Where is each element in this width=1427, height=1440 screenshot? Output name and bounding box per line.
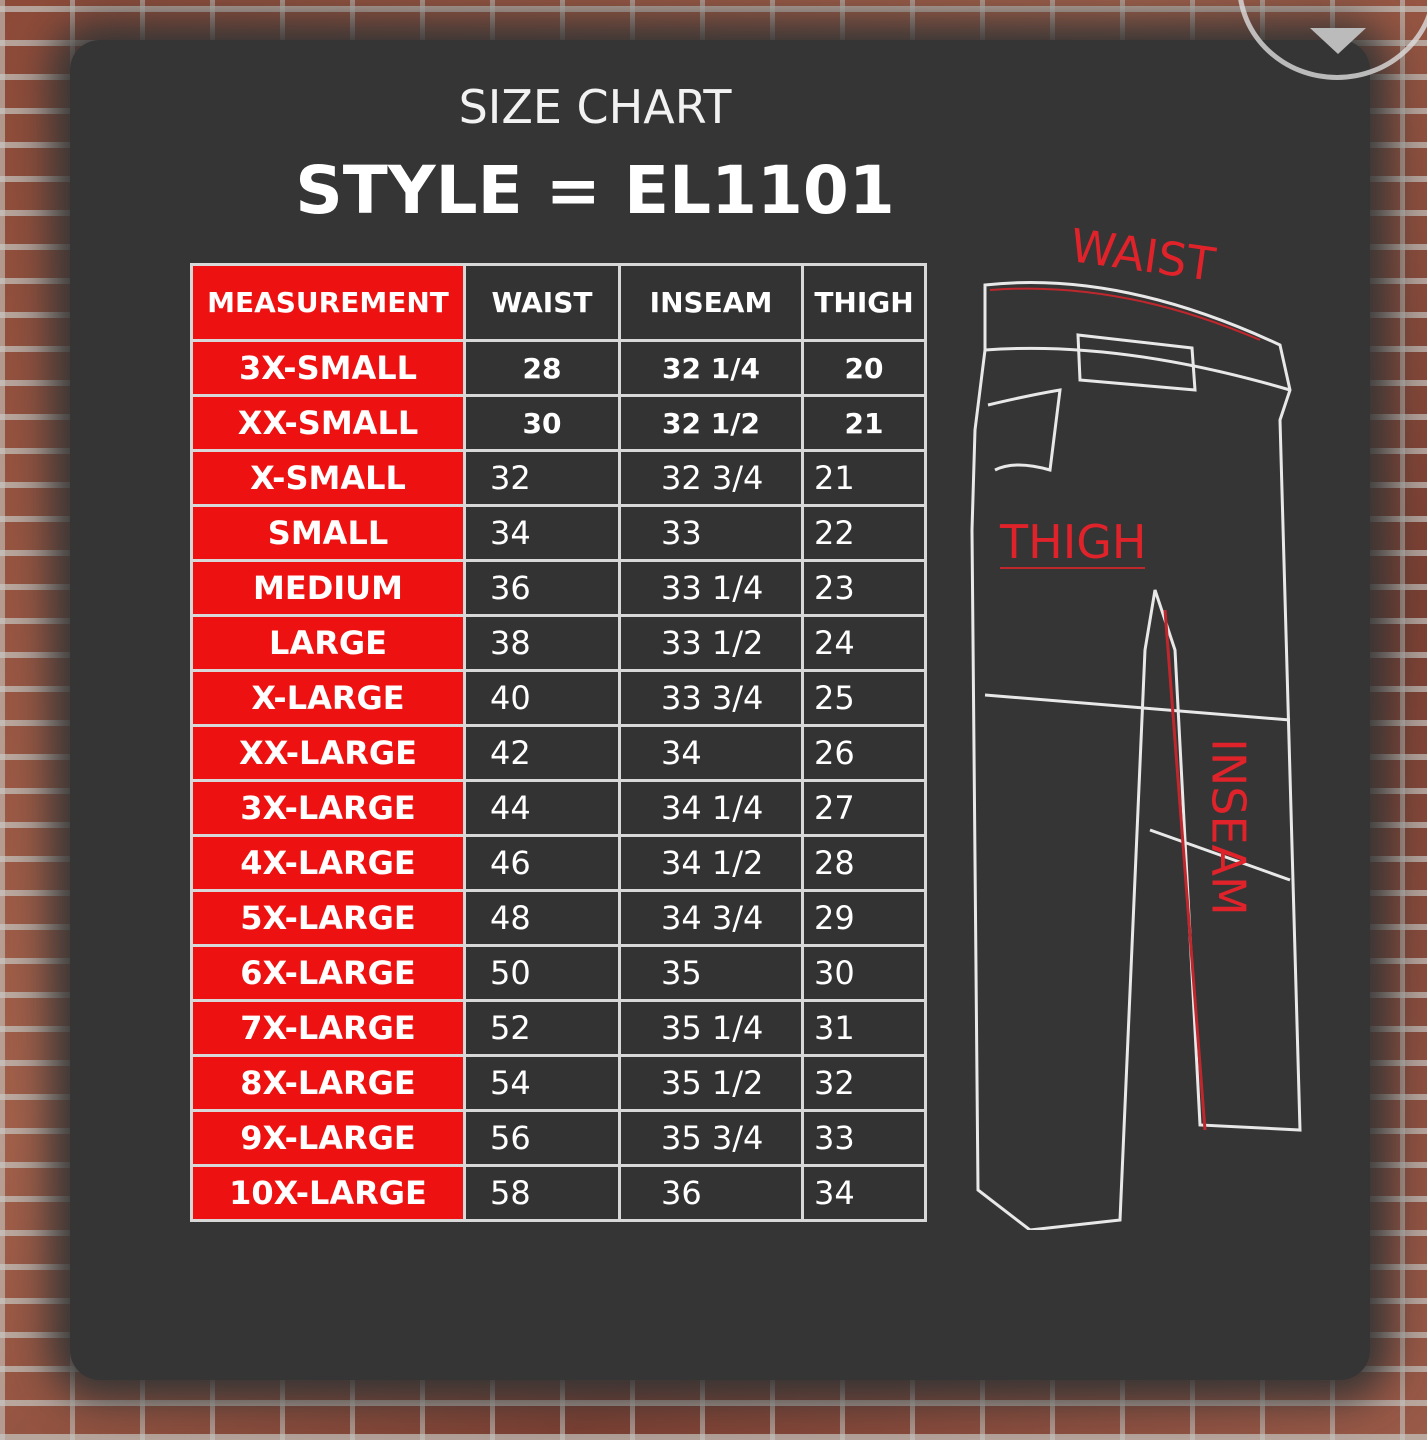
cell-thigh: 21 [801,394,927,452]
cell-inseam: 32 1/2 [618,394,804,452]
cell-size: X-LARGE [190,669,466,727]
cell-waist: 38 [463,614,621,672]
table-row: 8X-LARGE 54 35 1/2 32 [190,1054,927,1112]
inseam-label: INSEAM [1201,738,1256,916]
header-waist: WAIST [463,263,621,342]
header-thigh: THIGH [801,263,927,342]
table-row: MEDIUM 36 33 1/4 23 [190,559,927,617]
cell-size: X-SMALL [190,449,466,507]
cell-inseam: 34 3/4 [618,889,804,947]
cell-waist: 48 [463,889,621,947]
cell-waist: 28 [463,339,621,397]
cell-thigh: 32 [801,1054,927,1112]
cell-thigh: 25 [801,669,927,727]
size-table: MEASUREMENT WAIST INSEAM THIGH 3X-SMALL 2… [190,263,927,1222]
cell-waist: 56 [463,1109,621,1167]
cell-thigh: 34 [801,1164,927,1222]
cell-size: LARGE [190,614,466,672]
cell-waist: 54 [463,1054,621,1112]
cell-inseam: 35 [618,944,804,1002]
table-row: LARGE 38 33 1/2 24 [190,614,927,672]
cell-inseam: 35 1/2 [618,1054,804,1112]
cell-size: 9X-LARGE [190,1109,466,1167]
cell-waist: 42 [463,724,621,782]
cell-waist: 52 [463,999,621,1057]
cell-inseam: 34 1/4 [618,779,804,837]
cell-size: 10X-LARGE [190,1164,466,1222]
cell-thigh: 24 [801,614,927,672]
cell-thigh: 28 [801,834,927,892]
cell-size: 3X-LARGE [190,779,466,837]
table-row: XX-LARGE 42 34 26 [190,724,927,782]
table-row: 3X-SMALL 28 32 1/4 20 [190,339,927,397]
thigh-label: THIGH [1000,515,1147,569]
cell-size: 5X-LARGE [190,889,466,947]
header-measurement: MEASUREMENT [190,263,466,342]
header-row: MEASUREMENT WAIST INSEAM THIGH [190,263,927,342]
cell-inseam: 32 3/4 [618,449,804,507]
cell-inseam: 36 [618,1164,804,1222]
cell-waist: 34 [463,504,621,562]
cell-thigh: 21 [801,449,927,507]
cell-size: 4X-LARGE [190,834,466,892]
table-row: 9X-LARGE 56 35 3/4 33 [190,1109,927,1167]
table-row: 6X-LARGE 50 35 30 [190,944,927,1002]
pants-diagram [970,281,1302,1230]
cell-size: 8X-LARGE [190,1054,466,1112]
cell-size: XX-LARGE [190,724,466,782]
down-arrow-icon[interactable] [1310,28,1366,54]
table-row: X-LARGE 40 33 3/4 25 [190,669,927,727]
cell-waist: 50 [463,944,621,1002]
cell-size: XX-SMALL [190,394,466,452]
chart-title: SIZE CHART [458,80,732,134]
cell-waist: 32 [463,449,621,507]
table-row: 3X-LARGE 44 34 1/4 27 [190,779,927,837]
cell-waist: 58 [463,1164,621,1222]
cell-waist: 30 [463,394,621,452]
cell-thigh: 33 [801,1109,927,1167]
cell-inseam: 33 [618,504,804,562]
cell-inseam: 34 1/2 [618,834,804,892]
table-row: 4X-LARGE 46 34 1/2 28 [190,834,927,892]
cell-size: MEDIUM [190,559,466,617]
cell-thigh: 30 [801,944,927,1002]
cell-size: 7X-LARGE [190,999,466,1057]
cell-waist: 46 [463,834,621,892]
cell-waist: 36 [463,559,621,617]
style-number: STYLE = EL1101 [295,152,895,229]
cell-size: 6X-LARGE [190,944,466,1002]
cell-inseam: 33 3/4 [618,669,804,727]
cell-thigh: 29 [801,889,927,947]
table-row: 5X-LARGE 48 34 3/4 29 [190,889,927,947]
table-row: 10X-LARGE 58 36 34 [190,1164,927,1222]
cell-inseam: 33 1/2 [618,614,804,672]
cell-size: SMALL [190,504,466,562]
cell-size: 3X-SMALL [190,339,466,397]
cell-inseam: 35 3/4 [618,1109,804,1167]
table-row: X-SMALL 32 32 3/4 21 [190,449,927,507]
header-inseam: INSEAM [618,263,804,342]
cell-inseam: 34 [618,724,804,782]
table-row: XX-SMALL 30 32 1/2 21 [190,394,927,452]
table-row: SMALL 34 33 22 [190,504,927,562]
cell-thigh: 26 [801,724,927,782]
cell-thigh: 22 [801,504,927,562]
cell-thigh: 20 [801,339,927,397]
cell-waist: 40 [463,669,621,727]
cell-inseam: 35 1/4 [618,999,804,1057]
cell-waist: 44 [463,779,621,837]
cell-thigh: 31 [801,999,927,1057]
table-row: 7X-LARGE 52 35 1/4 31 [190,999,927,1057]
cell-thigh: 23 [801,559,927,617]
cell-inseam: 33 1/4 [618,559,804,617]
cell-inseam: 32 1/4 [618,339,804,397]
cell-thigh: 27 [801,779,927,837]
